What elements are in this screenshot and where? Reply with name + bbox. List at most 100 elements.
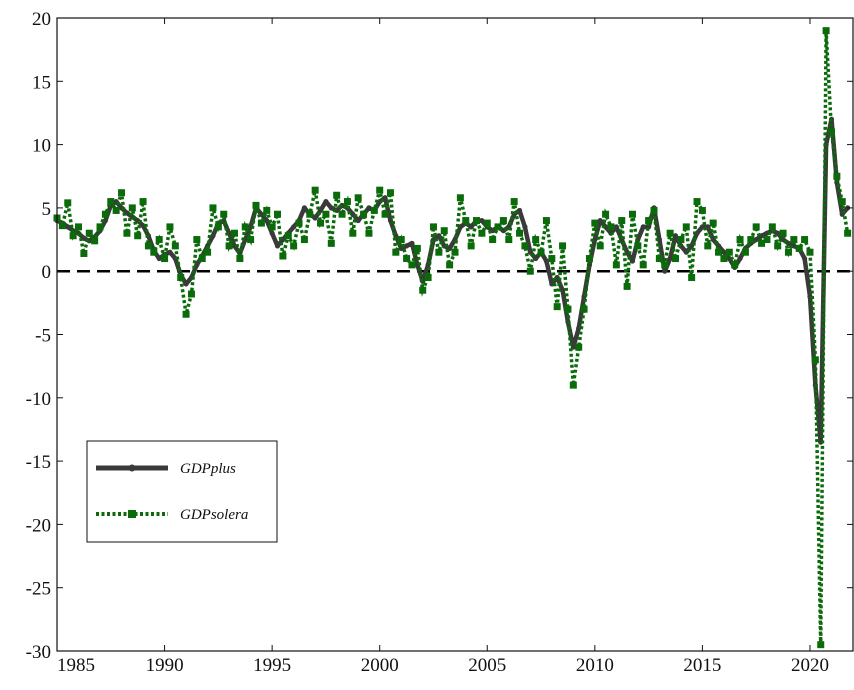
data-point bbox=[317, 219, 325, 227]
y-tick-label: -20 bbox=[26, 515, 51, 536]
data-point bbox=[177, 274, 185, 282]
data-point bbox=[715, 248, 723, 256]
data-point bbox=[817, 641, 825, 649]
data-point bbox=[628, 210, 636, 218]
data-point bbox=[167, 249, 173, 255]
data-point bbox=[640, 224, 646, 230]
data-point bbox=[311, 186, 319, 194]
data-point bbox=[338, 210, 346, 218]
data-point bbox=[537, 248, 545, 256]
data-point bbox=[752, 223, 760, 231]
data-point bbox=[462, 217, 470, 225]
y-tick-label: -15 bbox=[26, 452, 51, 473]
data-point bbox=[306, 210, 314, 218]
data-point bbox=[494, 223, 502, 231]
data-point bbox=[688, 274, 696, 282]
data-point bbox=[322, 210, 330, 218]
data-point bbox=[171, 242, 179, 250]
data-point bbox=[677, 236, 685, 244]
y-tick-label: -30 bbox=[26, 642, 51, 663]
data-point bbox=[436, 233, 442, 239]
data-point bbox=[682, 223, 690, 231]
data-point bbox=[354, 194, 362, 202]
data-point bbox=[264, 217, 270, 224]
data-point bbox=[290, 242, 298, 250]
data-point bbox=[236, 255, 244, 263]
data-point bbox=[542, 217, 550, 225]
data-point bbox=[758, 239, 766, 247]
data-point bbox=[483, 219, 491, 227]
data-point bbox=[139, 198, 147, 206]
data-point bbox=[629, 258, 636, 264]
data-point bbox=[795, 244, 803, 252]
data-point bbox=[193, 236, 201, 244]
data-point bbox=[91, 237, 99, 245]
data-point bbox=[268, 223, 276, 231]
data-point bbox=[645, 217, 653, 225]
data-point bbox=[736, 236, 744, 244]
x-tick-label: 2005 bbox=[468, 655, 506, 676]
data-point bbox=[607, 223, 615, 231]
data-point bbox=[65, 224, 71, 230]
data-point bbox=[811, 356, 819, 364]
data-point bbox=[543, 258, 550, 264]
data-point bbox=[505, 236, 513, 244]
legend-box bbox=[86, 440, 278, 543]
data-point bbox=[230, 229, 238, 237]
data-point bbox=[559, 287, 566, 293]
data-point bbox=[721, 249, 727, 255]
data-point bbox=[456, 194, 464, 202]
data-point bbox=[198, 255, 206, 263]
data-point bbox=[672, 233, 679, 239]
data-point bbox=[123, 229, 131, 237]
data-point bbox=[80, 249, 88, 257]
data-point bbox=[381, 210, 389, 218]
data-point bbox=[300, 236, 308, 244]
data-point bbox=[323, 198, 329, 205]
data-point bbox=[58, 222, 66, 230]
data-point bbox=[96, 223, 104, 231]
data-point bbox=[451, 248, 459, 256]
data-point bbox=[376, 186, 384, 194]
data-point bbox=[775, 230, 781, 236]
data-point bbox=[575, 343, 583, 351]
data-point bbox=[479, 217, 485, 224]
data-point bbox=[741, 248, 749, 256]
data-point bbox=[386, 189, 394, 197]
data-point bbox=[747, 236, 755, 244]
legend-marker-gdpsolera bbox=[128, 510, 136, 518]
data-point bbox=[838, 198, 846, 206]
data-point bbox=[672, 255, 680, 263]
data-point bbox=[731, 261, 739, 269]
data-point bbox=[827, 128, 835, 136]
data-point bbox=[409, 240, 415, 246]
data-point bbox=[639, 261, 647, 269]
data-point bbox=[704, 242, 712, 250]
data-point bbox=[156, 255, 162, 262]
data-point bbox=[623, 282, 631, 290]
data-point bbox=[548, 255, 556, 263]
data-point bbox=[112, 206, 120, 214]
data-point bbox=[602, 210, 610, 218]
data-point bbox=[533, 255, 539, 262]
data-point bbox=[134, 232, 142, 240]
x-tick-label: 2010 bbox=[576, 655, 614, 676]
data-point bbox=[241, 223, 249, 231]
data-point bbox=[478, 229, 486, 237]
data-point bbox=[182, 310, 190, 318]
data-point bbox=[360, 210, 368, 218]
data-point bbox=[768, 223, 776, 231]
x-tick-label: 1985 bbox=[57, 655, 95, 676]
data-point bbox=[779, 229, 787, 237]
data-point bbox=[774, 242, 782, 250]
data-point bbox=[435, 248, 443, 256]
data-point bbox=[291, 224, 297, 230]
data-point bbox=[801, 255, 808, 262]
data-point bbox=[102, 217, 109, 224]
x-tick-label: 2000 bbox=[361, 655, 399, 676]
data-point bbox=[225, 242, 233, 250]
series-line bbox=[55, 30, 850, 645]
data-point bbox=[564, 305, 572, 313]
data-point bbox=[801, 236, 809, 244]
y-tick-label: -10 bbox=[26, 389, 51, 410]
